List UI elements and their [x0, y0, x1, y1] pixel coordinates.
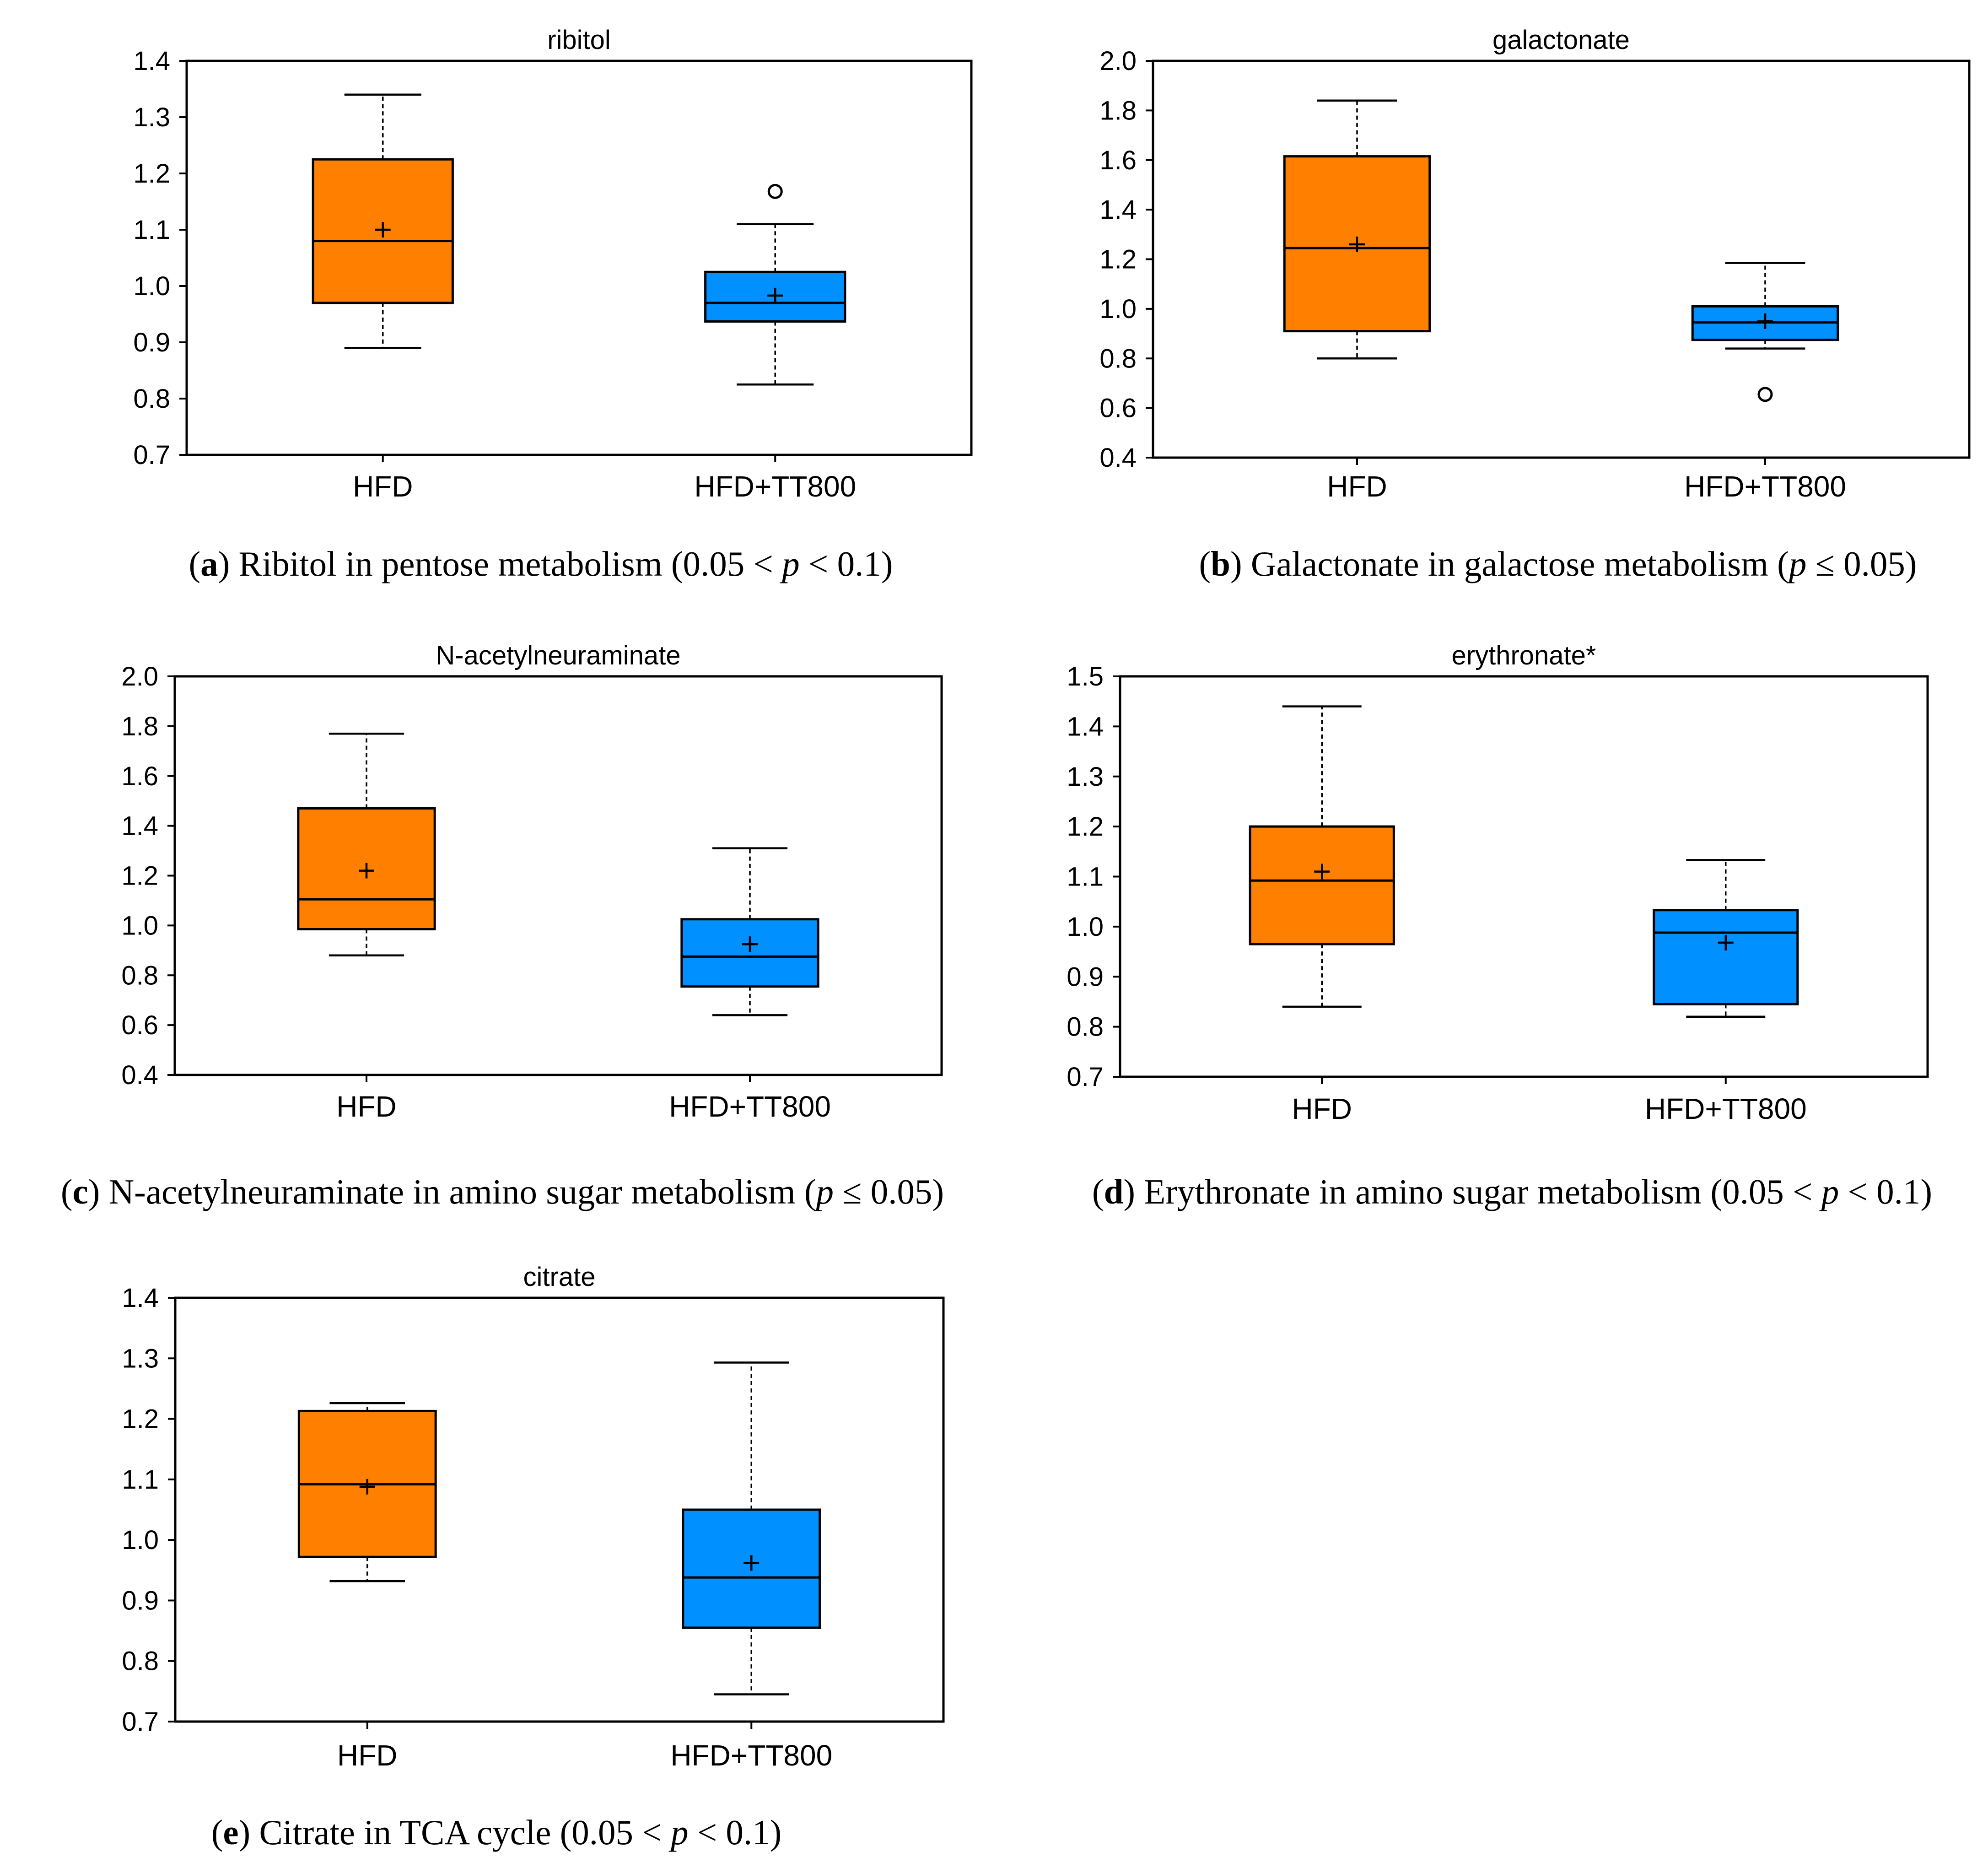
box-hfd-tt800 — [680, 918, 819, 988]
y-tick-label: 0.9 — [133, 328, 170, 357]
x-category-label: HFD+TT800 — [669, 1090, 831, 1123]
plot-frame — [1119, 675, 1929, 1078]
x-category-label: HFD — [1327, 470, 1387, 503]
y-tick-label: 0.6 — [1099, 394, 1137, 423]
y-tick-label: 1.8 — [121, 712, 158, 741]
y-tick-label: 1.5 — [1067, 662, 1104, 691]
y-tick-label: 1.0 — [121, 911, 158, 940]
y-tick-label: 1.0 — [133, 271, 170, 301]
y-tick-label: 0.8 — [122, 1647, 159, 1676]
y-tick-label: 0.4 — [121, 1060, 158, 1090]
panel-caption: (b) Galactonate in galactose metabolism … — [1199, 544, 1917, 583]
y-tick-label: 1.2 — [122, 1404, 159, 1434]
x-category-label: HFD — [1292, 1092, 1352, 1125]
chart-panel-d: erythronate* 0.7 0.8 0.9 1.0 1.1 1.2 1.3 1.4 1.5 H… — [1067, 641, 1932, 1211]
panel-caption: (e) Citrate in TCA cycle (0.05 < p < 0.1… — [211, 1813, 782, 1852]
x-category-label: HFD — [353, 470, 413, 503]
x-category-label: HFD+TT800 — [670, 1739, 832, 1772]
y-tick-label: 0.8 — [121, 961, 158, 990]
y-tick-label: 1.4 — [133, 46, 170, 76]
y-tick-label: 1.3 — [133, 103, 170, 132]
y-tick-label: 1.3 — [1067, 762, 1104, 792]
x-category-label: HFD — [336, 1090, 397, 1123]
outlier-point — [1757, 387, 1773, 402]
panel-caption: (d) Erythronate in amino sugar metabolis… — [1092, 1172, 1932, 1211]
y-tick-label: 0.8 — [133, 384, 170, 414]
y-tick-label: 0.7 — [122, 1707, 159, 1737]
y-tick-label: 1.3 — [122, 1344, 159, 1373]
y-tick-label: 1.1 — [133, 215, 170, 245]
chart-title: N-acetylneuraminate — [436, 641, 680, 670]
y-tick-label: 0.7 — [133, 440, 170, 470]
plot-frame — [174, 1296, 945, 1723]
panel-caption: (a) Ribitol in pentose metabolism (0.05 … — [189, 544, 893, 583]
y-tick-label: 0.7 — [1067, 1062, 1104, 1092]
y-tick-label: 0.4 — [1099, 443, 1137, 473]
y-tick-label: 1.0 — [1067, 912, 1104, 942]
box-hfd-tt800 — [1653, 909, 1799, 1005]
y-tick-label: 1.4 — [121, 811, 158, 841]
y-tick-label: 1.4 — [1099, 195, 1137, 225]
y-tick-label: 2.0 — [121, 662, 158, 691]
chart-panel-b: galactonate 0.4 0.6 0.8 1.0 1.2 1.4 1.6 1.8 2.0 HF… — [1099, 25, 1971, 583]
y-tick-label: 1.0 — [122, 1525, 159, 1555]
y-tick-label: 1.6 — [1099, 146, 1137, 175]
y-tick-label: 0.6 — [121, 1010, 158, 1040]
y-tick-label: 2.0 — [1099, 46, 1137, 76]
plot-frame — [173, 675, 943, 1076]
y-tick-label: 1.6 — [121, 761, 158, 791]
chart-title: ribitol — [547, 25, 611, 55]
y-tick-label: 1.2 — [121, 861, 158, 891]
y-tick-label: 1.1 — [122, 1465, 159, 1495]
y-tick-label: 1.1 — [1067, 862, 1104, 892]
y-tick-label: 1.8 — [1099, 96, 1137, 125]
chart-title: citrate — [523, 1262, 596, 1292]
chart-panel-e: citrate 0.7 0.8 0.9 1.0 1.1 1.2 1.3 1.4 HFD HFD+TT… — [122, 1262, 945, 1852]
y-tick-label: 1.2 — [1067, 812, 1104, 842]
y-tick-label: 1.2 — [1099, 245, 1137, 275]
chart-panel-a: ribitol 0.7 0.8 0.9 1.0 1.1 1.2 1.3 1.4 HFD HFD+TT… — [133, 25, 973, 583]
panel-caption: (c) N-acetylneuraminate in amino sugar m… — [61, 1172, 944, 1211]
y-tick-label: 1.4 — [1067, 712, 1104, 741]
chart-title: erythronate* — [1452, 641, 1596, 670]
y-tick-label: 0.8 — [1099, 344, 1137, 373]
x-category-label: HFD+TT800 — [694, 470, 856, 503]
x-category-label: HFD+TT800 — [1645, 1092, 1807, 1125]
y-tick-label: 1.0 — [1099, 294, 1137, 324]
plot-frame — [185, 59, 973, 456]
y-tick-label: 0.9 — [122, 1586, 159, 1615]
x-category-label: HFD — [337, 1739, 398, 1772]
y-tick-label: 0.8 — [1067, 1012, 1104, 1042]
x-category-label: HFD+TT800 — [1684, 470, 1846, 503]
box-hfd — [1249, 825, 1395, 945]
y-tick-label: 1.2 — [133, 159, 170, 189]
y-tick-label: 1.4 — [122, 1283, 159, 1313]
plot-frame — [1152, 59, 1971, 459]
outlier-point — [767, 184, 783, 199]
y-tick-label: 0.9 — [1067, 962, 1104, 992]
chart-panel-c: N-acetylneuraminate 0.4 0.6 0.8 1.0 1.2 1.4 1.6… — [61, 641, 944, 1211]
box-hfd-tt800 — [682, 1508, 821, 1629]
chart-title: galactonate — [1492, 25, 1630, 55]
